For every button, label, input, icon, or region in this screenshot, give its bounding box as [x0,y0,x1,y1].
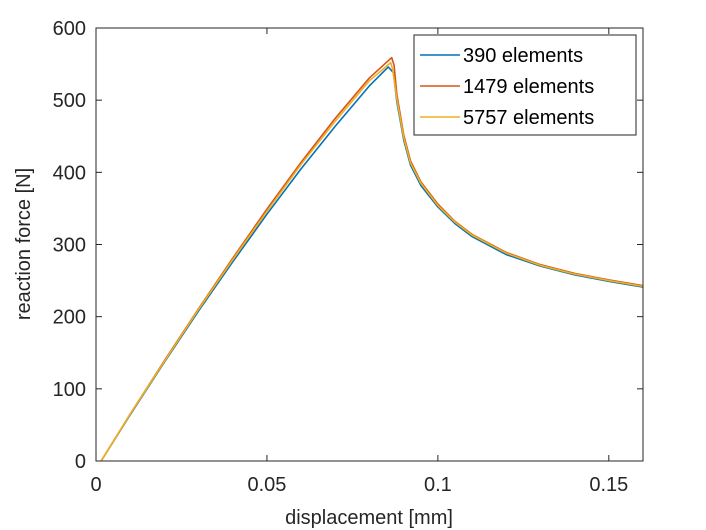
legend-label-0: 390 elements [463,45,583,67]
x-tick-label: 0 [90,474,101,496]
y-tick-label: 200 [53,307,86,329]
y-tick-label: 100 [53,379,86,401]
legend-label-1: 1479 elements [463,76,594,98]
x-tick-label: 0.1 [424,474,452,496]
x-axis-label: displacement [mm] [285,507,453,529]
y-tick-label: 0 [75,451,86,473]
legend: 390 elements 1479 elements 5757 elements [413,34,637,136]
series-line-2 [100,61,644,462]
y-tick-label: 500 [53,90,86,112]
x-tick-label: 0.15 [589,474,628,496]
series-layer [100,56,644,462]
y-tick-label: 400 [53,162,86,184]
legend-label-2: 5757 elements [463,107,594,129]
y-tick-label: 600 [53,18,86,40]
y-axis-label: reaction force [N] [13,168,35,320]
y-axis-ticks: 0 100 200 300 400 500 600 [53,18,643,473]
y-tick-label: 300 [53,235,86,257]
legend-box [413,34,637,136]
x-axis-ticks: 0 0.05 0.1 0.15 [90,28,628,496]
x-tick-label: 0.05 [247,474,286,496]
